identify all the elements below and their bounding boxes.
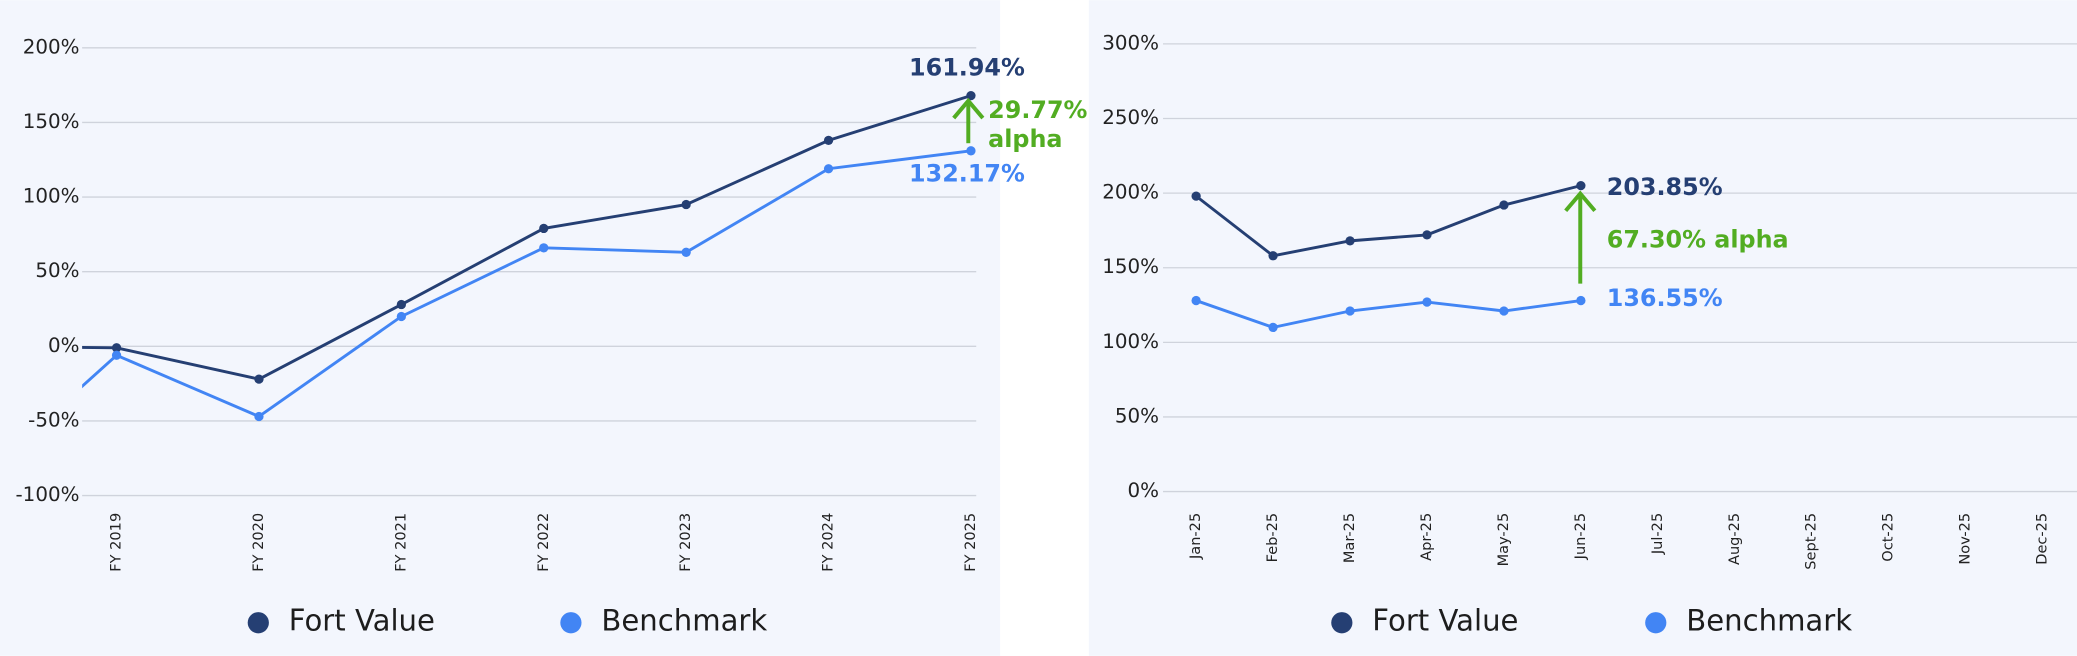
x-tick-label: Feb-25 (1264, 513, 1281, 563)
data-point (1345, 306, 1355, 316)
x-tick-label: Aug-25 (1726, 513, 1743, 565)
y-tick-label: 200% (1102, 181, 1159, 204)
x-tick-label: Jun-25 (1572, 513, 1589, 561)
x-tick-label: May-25 (1495, 513, 1512, 567)
legend-marker (1331, 612, 1353, 634)
legend-label: Benchmark (1686, 604, 1852, 638)
y-tick-label: 200% (23, 35, 80, 58)
y-tick-label: 100% (1102, 330, 1159, 353)
y-tick-label: 300% (1102, 31, 1159, 54)
data-point (396, 299, 406, 310)
x-tick-label: FY 2022 (535, 513, 552, 572)
data-point (539, 243, 549, 253)
x-tick-label: FY 2020 (250, 513, 267, 572)
legend-marker (247, 612, 269, 634)
data-point (254, 374, 264, 384)
data-point (1422, 297, 1432, 307)
data-point (1499, 200, 1509, 210)
legend-label: Fort Value (289, 604, 435, 638)
legend-label: Benchmark (601, 604, 767, 638)
plot-area (82, 90, 976, 422)
alpha-arrow-head (1564, 190, 1597, 213)
annotation: 132.17% (909, 160, 1025, 188)
plot-area (1191, 181, 1586, 333)
y-tick-label: 100% (23, 185, 80, 208)
legend-label: Fort Value (1372, 604, 1518, 638)
y-tick-label: 50% (1115, 404, 1159, 427)
data-point (254, 411, 264, 422)
x-tick-label: Apr-25 (1418, 513, 1435, 561)
data-point (681, 247, 691, 257)
series-line (1195, 299, 1582, 329)
data-point (1191, 191, 1201, 201)
data-point (1422, 230, 1432, 240)
data-point (966, 90, 976, 101)
y-tick-label: 0% (1128, 479, 1160, 502)
alpha-arrow-head (952, 97, 985, 120)
y-tick-label: -100% (16, 483, 80, 506)
data-point (1345, 236, 1355, 246)
data-point (1268, 251, 1278, 261)
data-point (966, 146, 976, 156)
data-point (1268, 322, 1278, 333)
data-point (1576, 295, 1586, 306)
x-tick-label: Oct-25 (1880, 513, 1897, 562)
x-tick-label: Sept-25 (1803, 513, 1820, 570)
x-tick-label: FY 2025 (962, 513, 979, 572)
annotation: 203.85% (1607, 173, 1723, 201)
x-tick-label: FY 2019 (108, 513, 125, 572)
y-tick-label: 250% (1102, 106, 1159, 129)
x-tick-label: Nov-25 (1957, 513, 1974, 565)
data-point (1576, 181, 1586, 191)
series-line (82, 149, 972, 419)
data-point (1499, 306, 1509, 316)
data-point (111, 350, 122, 360)
panel-background (1088, 0, 2077, 656)
annotation: alpha (988, 125, 1062, 153)
legend-marker (560, 612, 582, 634)
x-tick-label: Mar-25 (1341, 513, 1358, 563)
annotation: 161.94% (909, 54, 1025, 82)
x-tick-label: Dec-25 (2034, 513, 2051, 565)
data-point (823, 164, 834, 174)
series-line (82, 94, 972, 381)
data-point (1191, 295, 1201, 306)
annotation: 29.77% (988, 96, 1087, 124)
legend-marker (1645, 612, 1667, 634)
y-tick-label: 150% (23, 110, 80, 133)
annotation: 136.55% (1607, 284, 1723, 312)
data-point (396, 311, 406, 322)
x-tick-label: FY 2023 (677, 513, 694, 572)
y-tick-label: -50% (28, 408, 79, 431)
y-tick-label: 0% (48, 334, 80, 357)
y-tick-label: 150% (1102, 255, 1159, 278)
series-line (1195, 184, 1582, 258)
x-tick-label: Jul-25 (1649, 513, 1666, 555)
annotation: 67.30% alpha (1607, 226, 1789, 254)
data-point (539, 223, 549, 234)
x-tick-label: FY 2021 (392, 513, 409, 572)
y-tick-label: 50% (35, 259, 79, 282)
x-tick-label: FY 2024 (820, 513, 837, 572)
x-tick-label: Jan-25 (1187, 513, 1204, 560)
data-point (823, 135, 834, 146)
data-point (111, 343, 122, 353)
panel-background (0, 0, 1001, 656)
data-point (681, 199, 691, 210)
